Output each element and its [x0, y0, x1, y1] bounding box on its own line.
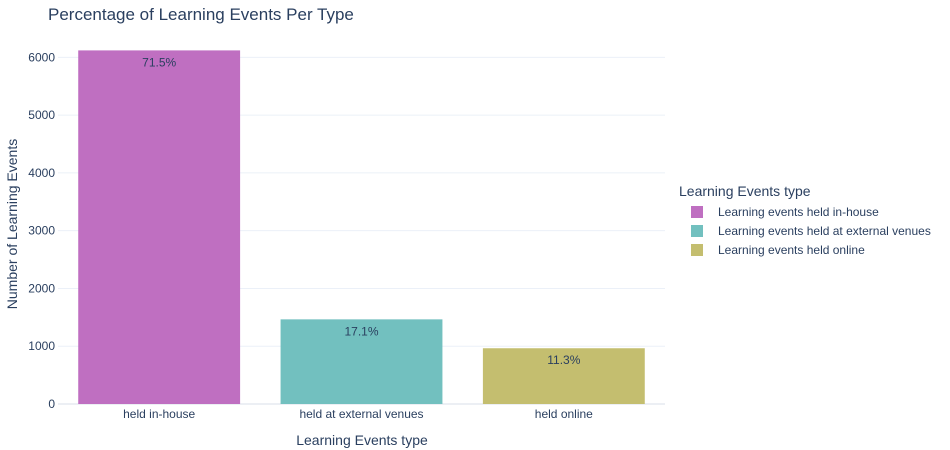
x-tick-label: held at external venues [299, 407, 423, 421]
x-axis-ticks: held in-house held at external venues held… [123, 407, 593, 421]
y-axis-title: Number of Learning Events [4, 139, 20, 309]
bars [78, 50, 645, 405]
legend-swatch [691, 206, 703, 218]
y-tick-label: 6000 [28, 50, 55, 64]
y-tick-label: 5000 [28, 108, 55, 122]
y-tick-label: 0 [48, 397, 55, 411]
bar-labels: 71.5% 17.1% 11.3% [142, 55, 581, 367]
x-tick-label: held in-house [123, 407, 195, 421]
legend: Learning Events type Learning events hel… [679, 183, 931, 257]
legend-swatch [691, 225, 703, 237]
y-axis-ticks: 0 1000 2000 3000 4000 5000 6000 [28, 50, 55, 411]
y-tick-label: 4000 [28, 166, 55, 180]
bar-1 [78, 50, 241, 405]
bar-2 [280, 319, 443, 404]
bar-value-label: 71.5% [142, 55, 176, 69]
legend-swatch [691, 244, 703, 256]
legend-item-label: Learning events held at external venues [718, 224, 931, 238]
y-tick-label: 3000 [28, 224, 55, 238]
y-tick-label: 2000 [28, 281, 55, 295]
legend-item-label: Learning events held in-house [718, 205, 879, 219]
bar-value-label: 17.1% [344, 324, 378, 338]
legend-title: Learning Events type [679, 183, 811, 199]
bar-value-label: 11.3% [547, 353, 580, 367]
chart-title: Percentage of Learning Events Per Type [48, 5, 354, 24]
y-tick-label: 1000 [28, 339, 55, 353]
x-tick-label: held online [535, 407, 593, 421]
legend-item-label: Learning events held online [718, 243, 865, 257]
bar-3 [482, 348, 645, 404]
x-axis-title: Learning Events type [296, 432, 428, 448]
